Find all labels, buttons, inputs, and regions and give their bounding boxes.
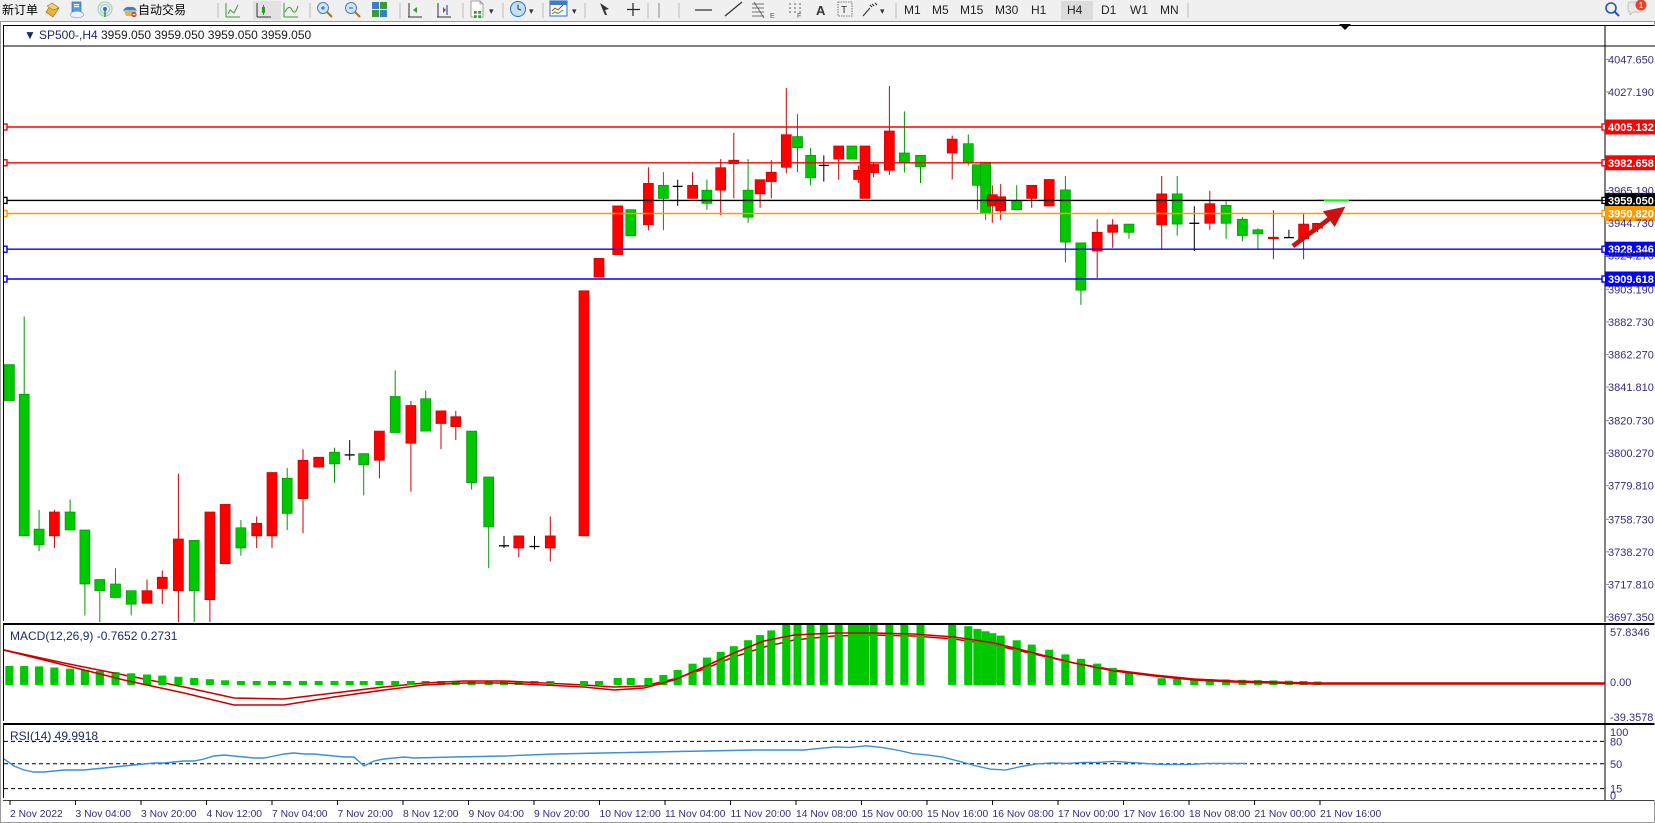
svg-text:3800.270: 3800.270 <box>1608 448 1654 460</box>
svg-text:4005.132: 4005.132 <box>1608 122 1654 134</box>
svg-text:11 Nov 04:00: 11 Nov 04:00 <box>665 809 726 820</box>
svg-text:-39.3578: -39.3578 <box>1610 712 1653 723</box>
svg-text:7 Nov 04:00: 7 Nov 04:00 <box>272 809 328 820</box>
svg-text:9 Nov 04:00: 9 Nov 04:00 <box>469 809 525 820</box>
svg-text:M1: M1 <box>904 3 921 17</box>
svg-text:0: 0 <box>1610 791 1616 801</box>
svg-text:8 Nov 12:00: 8 Nov 12:00 <box>403 809 459 820</box>
svg-text:MACD(12,26,9) -0.7652 0.2731: MACD(12,26,9) -0.7652 0.2731 <box>10 629 178 643</box>
svg-text:3959.050 3959.050 3959.050 395: 3959.050 3959.050 3959.050 3959.050 <box>101 28 312 42</box>
svg-text:H4: H4 <box>1067 3 1083 17</box>
svg-text:21 Nov 16:00: 21 Nov 16:00 <box>1320 809 1382 820</box>
svg-text:3 Nov 04:00: 3 Nov 04:00 <box>76 809 132 820</box>
svg-text:MN: MN <box>1160 3 1179 17</box>
svg-text:3820.730: 3820.730 <box>1608 416 1654 428</box>
svg-text:W1: W1 <box>1130 3 1148 17</box>
svg-text:14 Nov 08:00: 14 Nov 08:00 <box>796 809 858 820</box>
svg-text:80: 80 <box>1610 736 1622 748</box>
svg-text:自动交易: 自动交易 <box>138 2 186 17</box>
svg-text:M30: M30 <box>995 3 1019 17</box>
svg-text:3903.190: 3903.190 <box>1608 284 1654 296</box>
svg-text:3697.350: 3697.350 <box>1608 612 1654 622</box>
svg-text:57.8346: 57.8346 <box>1610 627 1650 639</box>
svg-text:3965.190: 3965.190 <box>1608 186 1654 198</box>
svg-text:D1: D1 <box>1101 3 1117 17</box>
svg-text:3779.810: 3779.810 <box>1608 481 1654 493</box>
svg-text:17 Nov 16:00: 17 Nov 16:00 <box>1124 809 1186 820</box>
svg-text:新订单: 新订单 <box>2 2 38 17</box>
svg-text:7 Nov 20:00: 7 Nov 20:00 <box>338 809 394 820</box>
svg-text:2 Nov 2022: 2 Nov 2022 <box>10 809 63 820</box>
svg-text:3924.270: 3924.270 <box>1608 251 1654 263</box>
svg-text:15 Nov 00:00: 15 Nov 00:00 <box>862 809 924 820</box>
svg-text:4 Nov 12:00: 4 Nov 12:00 <box>207 809 263 820</box>
svg-text:50: 50 <box>1610 759 1622 771</box>
svg-text:H1: H1 <box>1031 3 1047 17</box>
svg-text:▾: ▾ <box>489 6 494 16</box>
svg-text:3758.730: 3758.730 <box>1608 514 1654 526</box>
svg-text:3841.810: 3841.810 <box>1608 382 1654 394</box>
svg-text:21 Nov 00:00: 21 Nov 00:00 <box>1255 809 1317 820</box>
svg-text:M5: M5 <box>932 3 949 17</box>
svg-text:3982.658: 3982.658 <box>1608 158 1654 170</box>
svg-text:18 Nov 08:00: 18 Nov 08:00 <box>1189 809 1251 820</box>
svg-text:17 Nov 00:00: 17 Nov 00:00 <box>1058 809 1120 820</box>
svg-text:3862.270: 3862.270 <box>1608 349 1654 361</box>
svg-text:3882.730: 3882.730 <box>1608 317 1654 329</box>
svg-text:1: 1 <box>1639 1 1644 10</box>
svg-text:▼: ▼ <box>24 28 36 42</box>
svg-text:E: E <box>770 13 775 20</box>
svg-text:9 Nov 20:00: 9 Nov 20:00 <box>534 809 590 820</box>
svg-text:3944.730: 3944.730 <box>1608 218 1654 230</box>
svg-text:F: F <box>797 13 801 20</box>
svg-text:▾: ▾ <box>880 6 885 16</box>
svg-text:3 Nov 20:00: 3 Nov 20:00 <box>141 809 197 820</box>
svg-text:T: T <box>841 5 847 16</box>
svg-text:▾: ▾ <box>529 6 534 16</box>
svg-text:16 Nov 08:00: 16 Nov 08:00 <box>993 809 1055 820</box>
svg-text:0.00: 0.00 <box>1610 677 1631 689</box>
svg-text:11 Nov 20:00: 11 Nov 20:00 <box>731 809 792 820</box>
svg-text:SP500-,H4: SP500-,H4 <box>39 28 98 42</box>
svg-text:A: A <box>816 3 826 18</box>
svg-text:M15: M15 <box>960 3 984 17</box>
svg-text:4027.190: 4027.190 <box>1608 87 1654 99</box>
svg-text:15 Nov 16:00: 15 Nov 16:00 <box>927 809 989 820</box>
svg-text:3738.270: 3738.270 <box>1608 547 1654 559</box>
svg-text:3717.810: 3717.810 <box>1608 579 1654 591</box>
svg-text:10 Nov 12:00: 10 Nov 12:00 <box>600 809 662 820</box>
svg-text:▾: ▾ <box>572 6 577 16</box>
svg-text:4047.650: 4047.650 <box>1608 54 1654 66</box>
